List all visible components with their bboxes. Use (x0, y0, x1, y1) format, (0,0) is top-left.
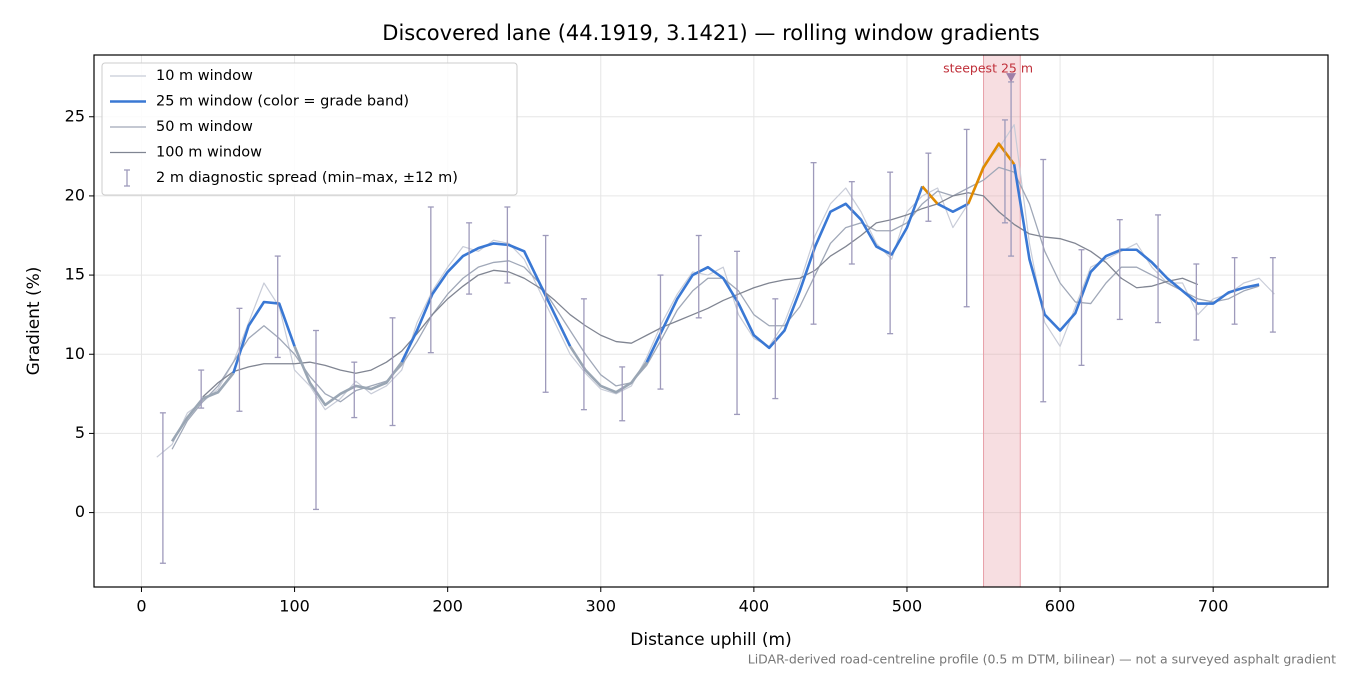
error-bar (1155, 214, 1162, 324)
series-line (202, 192, 1199, 398)
error-bar (542, 234, 549, 393)
x-axis-label: Distance uphill (m) (630, 630, 791, 650)
legend-label: 10 m window (156, 68, 253, 84)
error-bar (312, 329, 319, 511)
legend-box (101, 62, 518, 196)
x-tick-label: 200 (432, 597, 463, 616)
error-bar (1269, 257, 1276, 333)
error-bar (1231, 257, 1238, 325)
error-bar (1078, 249, 1085, 366)
series-line (171, 166, 1260, 450)
legend-label: 25 m window (color = grade band) (156, 94, 409, 110)
error-bar (695, 234, 702, 319)
error-bar (159, 412, 166, 564)
error-bar (848, 181, 855, 265)
series-line (170, 372, 235, 443)
error-bar (351, 361, 358, 419)
error-bar (1116, 219, 1123, 321)
y-tick-label: 25 (65, 106, 85, 125)
error-bar (580, 298, 587, 411)
error-bar (963, 128, 970, 308)
y-axis-label: Gradient (%) (24, 267, 44, 376)
series-line (645, 185, 924, 363)
error-bar (1193, 263, 1200, 341)
footnote: LiDAR-derived road-centreline profile (0… (748, 652, 1336, 667)
error-bar (619, 366, 626, 422)
series-line (967, 142, 1016, 205)
y-tick-label: 10 (65, 344, 85, 363)
x-tick-label: 300 (585, 597, 616, 616)
legend: 10 m window 25 m window (color = grade ba… (101, 62, 518, 196)
x-tick-label: 0 (136, 597, 146, 616)
series-line (293, 345, 403, 407)
x-tick-label: 600 (1045, 597, 1076, 616)
error-bar (657, 274, 664, 390)
error-bar (810, 162, 817, 325)
legend-label: 100 m window (156, 145, 262, 161)
error-bar (389, 317, 396, 427)
series-line (936, 202, 969, 214)
x-tick-label: 500 (892, 597, 923, 616)
error-bar (772, 298, 779, 400)
highlight-marker (1006, 73, 1017, 83)
series-line (400, 242, 572, 363)
series-line (569, 345, 648, 394)
series-line (921, 185, 939, 205)
error-bar (887, 171, 894, 335)
error-bar (466, 222, 473, 295)
legend-label: 2 m diagnostic spread (min–max, ±12 m) (156, 170, 458, 186)
series-line (1012, 164, 1260, 332)
x-tick-label: 700 (1198, 597, 1229, 616)
y-tick-label: 0 (75, 502, 85, 521)
highlight-span (983, 54, 1021, 588)
error-bar (427, 206, 434, 354)
series-line (232, 300, 296, 374)
legend-label: 50 m window (156, 119, 253, 135)
error-bar (1001, 119, 1008, 224)
error-bar (734, 250, 741, 416)
error-bar (1040, 158, 1047, 403)
y-tick-label: 5 (75, 423, 85, 442)
x-tick-label: 100 (279, 597, 310, 616)
x-tick-label: 400 (739, 597, 770, 616)
error-bar (236, 307, 243, 412)
error-bar (504, 206, 511, 284)
error-bar (925, 152, 932, 222)
plot-frame (93, 54, 1329, 588)
y-tick-label: 20 (65, 185, 85, 204)
y-tick-label: 15 (65, 265, 85, 284)
chart-title: Discovered lane (44.1919, 3.1421) — roll… (382, 21, 1039, 45)
error-bar (198, 369, 205, 409)
error-bar (274, 255, 281, 359)
highlight-label: steepest 25 m (943, 61, 1033, 76)
